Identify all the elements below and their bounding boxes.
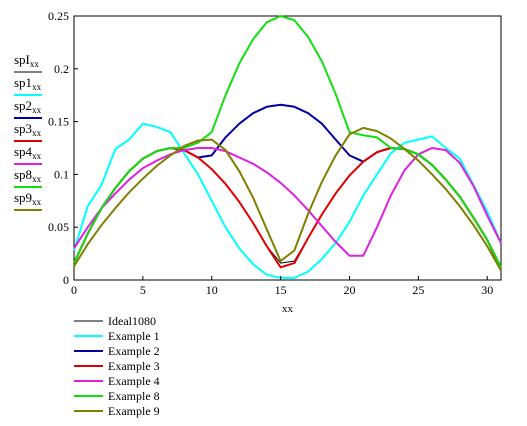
y-axis-variable-label: spIxx — [14, 52, 39, 69]
legend-label: Example 8 — [108, 389, 160, 403]
y-axis-variable-name: sp4 — [14, 144, 33, 159]
y-axis-variable-name: sp8 — [14, 167, 32, 182]
series-line-ideal1080 — [73, 147, 502, 268]
y-axis-variable-label: sp4xx — [14, 144, 42, 161]
y-tick-label: 0.05 — [48, 220, 69, 234]
x-axis-label: xx — [282, 303, 294, 315]
legend-label: Example 3 — [108, 359, 160, 373]
y-axis-variable-label: sp2xx — [14, 98, 42, 115]
legend-label: Example 4 — [108, 374, 160, 388]
y-axis-variable-subscript: xx — [32, 105, 42, 115]
legend-label: Example 1 — [108, 329, 160, 343]
y-axis-variable-subscript: xx — [32, 151, 42, 161]
series-line-example-8 — [73, 15, 502, 268]
x-tick-label: 0 — [71, 283, 77, 297]
series-line-example-1 — [73, 122, 502, 279]
plot-area — [73, 15, 502, 281]
y-axis-variable-label: sp1xx — [14, 75, 42, 92]
y-axis-variable-name: sp3 — [14, 121, 32, 136]
x-tick-label: 10 — [206, 283, 218, 297]
y-tick-label: 0 — [63, 273, 69, 287]
x-tick-label: 25 — [412, 283, 424, 297]
y-axis-variable-name: sp9 — [14, 190, 32, 205]
y-tick-label: 0.15 — [48, 115, 69, 129]
x-tick-label: 15 — [275, 283, 287, 297]
x-tick-label: 5 — [140, 283, 146, 297]
y-axis-variable-name: sp2 — [14, 98, 32, 113]
legend-label: Ideal1080 — [108, 314, 156, 328]
y-axis-variable-subscript: xx — [30, 59, 40, 69]
y-axis-variable-name: sp1 — [14, 75, 32, 90]
y-axis-variable-subscript: xx — [32, 174, 42, 184]
y-tick-label: 0.2 — [54, 62, 69, 76]
y-axis-variable-subscript: xx — [32, 197, 42, 207]
series-line-example-9 — [73, 126, 502, 271]
y-axis-variable-subscript: xx — [32, 128, 42, 138]
series-line-example-4 — [73, 147, 502, 257]
y-axis-variable-name: spI — [14, 52, 30, 67]
legend-label: Example 9 — [108, 404, 160, 418]
y-axis-variable-subscript: xx — [32, 82, 42, 92]
y-tick-label: 0.1 — [54, 167, 69, 181]
y-axis-variable-label: sp8xx — [14, 167, 42, 184]
x-tick-label: 20 — [343, 283, 355, 297]
y-axis-variable-label: sp3xx — [14, 121, 42, 138]
x-tick-label: 30 — [481, 283, 493, 297]
axis-ticks: 0 5 10 15 20 25 30 0 0.05 0.1 0.15 0.2 0.25 — [48, 9, 493, 297]
legend-label: Example 2 — [108, 344, 160, 358]
series-line-example-3 — [73, 147, 502, 270]
y-tick-label: 0.25 — [48, 9, 69, 23]
plot-frame — [73, 15, 502, 281]
series-layer — [73, 15, 502, 279]
y-axis-variable-label: sp9xx — [14, 190, 42, 207]
